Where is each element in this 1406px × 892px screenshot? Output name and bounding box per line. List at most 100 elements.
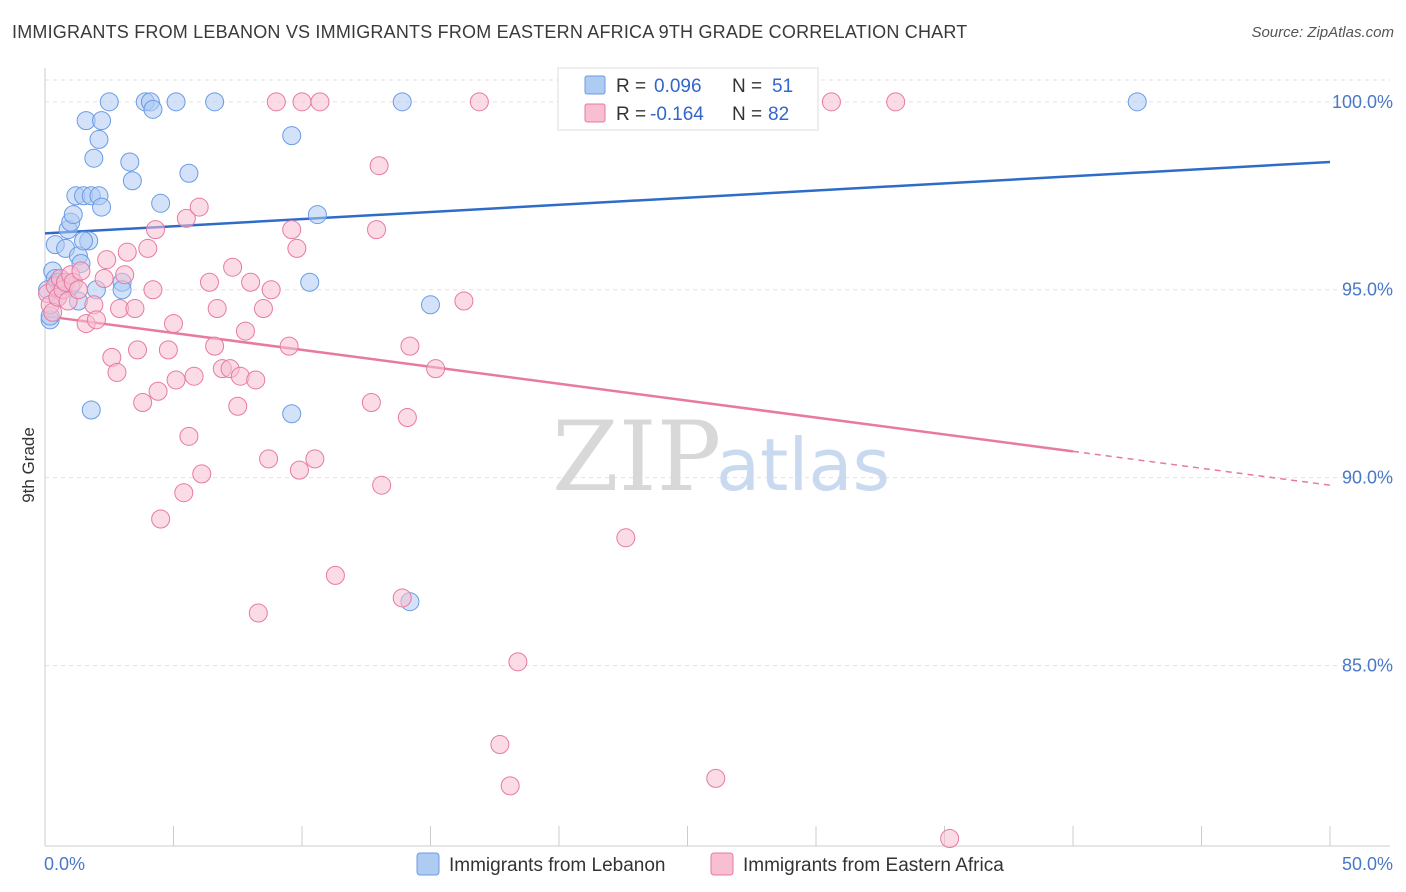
point-eastern-africa-15 [86, 310, 106, 330]
point-eastern-africa-35 [176, 208, 196, 228]
y-tick-label-2: 90.0% [1342, 468, 1393, 488]
point-eastern-africa-31 [158, 340, 178, 360]
legend-swatch-lebanon [584, 75, 606, 95]
point-eastern-africa-22 [117, 242, 137, 262]
point-eastern-africa-39 [192, 464, 212, 484]
point-eastern-africa-79 [706, 768, 726, 788]
point-eastern-africa-29 [148, 381, 168, 401]
point-eastern-africa-65 [367, 220, 387, 240]
y-tick-label-1: 95.0% [1342, 280, 1393, 300]
point-eastern-africa-66 [369, 156, 389, 176]
point-eastern-africa-69 [397, 408, 417, 428]
point-eastern-africa-38 [189, 197, 209, 217]
point-lebanon-32 [143, 99, 163, 119]
point-eastern-africa-71 [426, 359, 446, 379]
point-lebanon-39 [307, 205, 327, 225]
point-eastern-africa-45 [223, 257, 243, 277]
series-swatch-eastern-africa [710, 852, 734, 876]
data-points [38, 92, 1147, 848]
point-lebanon-19 [84, 148, 104, 168]
legend-n-value-1: 51 [772, 76, 793, 97]
point-eastern-africa-72 [454, 291, 474, 311]
point-eastern-africa-54 [261, 280, 281, 300]
point-lebanon-50 [74, 231, 94, 251]
point-lebanon-28 [120, 152, 140, 172]
point-lebanon-33 [151, 193, 171, 213]
legend-r-label-2: R = [616, 104, 646, 125]
point-eastern-africa-19 [107, 362, 127, 382]
point-eastern-africa-64 [361, 393, 381, 413]
point-eastern-africa-57 [282, 220, 302, 240]
point-eastern-africa-55 [266, 92, 286, 112]
point-eastern-africa-17 [97, 250, 117, 270]
y-tick-label-3: 85.0% [1342, 656, 1393, 676]
point-eastern-africa-70 [400, 336, 420, 356]
point-lebanon-34 [166, 92, 186, 112]
point-eastern-africa-82 [940, 828, 960, 848]
point-eastern-africa-56 [279, 336, 299, 356]
axes [44, 68, 1390, 847]
point-eastern-africa-50 [246, 370, 266, 390]
series-legend: Immigrants from Lebanon Immigrants from … [416, 852, 1004, 876]
point-eastern-africa-12 [71, 261, 91, 281]
legend-r-value-1: 0.096 [654, 76, 702, 97]
x-tick-label-1: 50.0% [1342, 854, 1393, 874]
point-eastern-africa-60 [292, 92, 312, 112]
point-eastern-africa-37 [184, 366, 204, 386]
point-eastern-africa-41 [205, 336, 225, 356]
point-eastern-africa-77 [616, 528, 636, 548]
point-lebanon-24 [92, 111, 112, 131]
point-eastern-africa-49 [241, 272, 261, 292]
point-lebanon-43 [81, 400, 101, 420]
point-eastern-africa-76 [508, 652, 528, 672]
point-eastern-africa-75 [500, 776, 520, 796]
point-eastern-africa-34 [174, 483, 194, 503]
point-eastern-africa-42 [207, 299, 227, 319]
point-eastern-africa-36 [179, 426, 199, 446]
point-lebanon-25 [99, 92, 119, 112]
point-lebanon-42 [1127, 92, 1147, 112]
point-eastern-africa-23 [125, 299, 145, 319]
series-swatch-lebanon [416, 852, 440, 876]
trend-line-dashed-eastern-africa [1072, 450, 1331, 486]
point-eastern-africa-21 [115, 265, 135, 285]
legend-n-label-1: N = [732, 76, 762, 97]
series-label-lebanon: Immigrants from Lebanon [449, 855, 666, 876]
point-eastern-africa-68 [392, 588, 412, 608]
y-axis-title: 9th Grade [19, 427, 38, 503]
legend-r-value-2: -0.164 [650, 104, 704, 125]
source-label: Source: ZipAtlas.com [1251, 24, 1394, 41]
legend-n-value-2: 82 [768, 104, 789, 125]
point-lebanon-35 [179, 163, 199, 183]
point-eastern-africa-26 [138, 238, 158, 258]
watermark-atlas: atlas [716, 423, 890, 507]
point-eastern-africa-30 [151, 509, 171, 529]
point-eastern-africa-52 [253, 299, 273, 319]
y-tick-label-0: 100.0% [1332, 92, 1393, 112]
point-eastern-africa-53 [259, 449, 279, 469]
point-eastern-africa-32 [164, 314, 183, 334]
point-eastern-africa-40 [199, 272, 219, 292]
point-lebanon-23 [92, 197, 112, 217]
point-lebanon-36 [205, 92, 225, 112]
point-eastern-africa-11 [68, 280, 88, 300]
point-lebanon-41 [421, 295, 440, 315]
point-eastern-africa-73 [469, 92, 489, 112]
legend-swatch-eastern-africa [584, 103, 606, 123]
point-eastern-africa-51 [248, 603, 268, 623]
point-eastern-africa-61 [305, 449, 325, 469]
x-tick-label-0: 0.0% [44, 854, 85, 874]
trend-line-lebanon [44, 160, 1331, 235]
legend-r-label-1: R = [616, 76, 646, 97]
series-label-eastern-africa: Immigrants from Eastern Africa [743, 855, 1004, 876]
stats-legend: R = 0.096 N = 51 R = -0.164 N = 82 [557, 67, 819, 131]
point-eastern-africa-58 [287, 238, 307, 258]
point-eastern-africa-25 [133, 393, 153, 413]
point-eastern-africa-48 [235, 321, 255, 341]
watermark-zip: ZIP [552, 401, 721, 513]
chart-title: IMMIGRANTS FROM LEBANON VS IMMIGRANTS FR… [12, 22, 968, 42]
point-eastern-africa-33 [166, 370, 186, 390]
x-tick-labels: 0.0% 50.0% [44, 854, 1393, 874]
point-lebanon-22 [89, 129, 109, 149]
